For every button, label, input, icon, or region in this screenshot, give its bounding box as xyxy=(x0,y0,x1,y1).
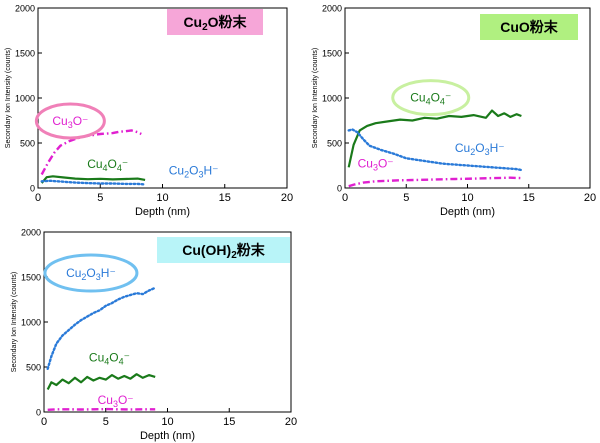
y-tick-label: 1000 xyxy=(21,318,41,328)
x-tick-label: 0 xyxy=(35,192,41,204)
y-tick-label: 1500 xyxy=(322,49,342,59)
sample-badge-label: Cu(OH)2粉末 xyxy=(182,242,266,261)
highlight-ring xyxy=(34,102,106,140)
chart-panel-cuo: 0 500 1000 1500 2000 0 5 10 15 20 Depth (nm) Second… xyxy=(312,4,596,219)
x-axis-label: Depth (nm) xyxy=(135,206,190,218)
x-tick-label: 5 xyxy=(403,192,409,204)
sample-badge-label: CuO粉末 xyxy=(500,19,559,35)
y-tick-label: 2000 xyxy=(21,228,41,238)
series-label-cu3o: Cu3O⁻ xyxy=(358,156,394,172)
y-tick-label: 1500 xyxy=(21,273,41,283)
series-label-cu2o3h: Cu2O3H⁻ xyxy=(66,266,116,282)
x-tick-label: 10 xyxy=(156,192,168,204)
sample-badge xyxy=(480,14,578,40)
y-tick-label: 0 xyxy=(337,184,342,194)
y-tick-label: 0 xyxy=(30,184,35,194)
sample-badge-label: Cu2O粉末 xyxy=(183,14,247,33)
series-label-cu2o3h: Cu2O3H⁻ xyxy=(455,141,505,157)
y-tick-label: 1000 xyxy=(15,94,35,104)
y-tick-label: 500 xyxy=(26,363,41,373)
sample-badge xyxy=(167,9,263,35)
series-line-cu4o4 xyxy=(347,109,522,168)
series-line-cu3o xyxy=(40,129,142,176)
x-tick-label: 0 xyxy=(41,416,47,428)
y-axis-label: Secondary Ion Intensity (counts) xyxy=(11,272,18,372)
series-label-cu4o4: Cu4O4⁻ xyxy=(89,351,130,367)
series-line-cu3o xyxy=(47,407,156,411)
series-line-cu3o xyxy=(348,176,522,188)
series-line-cu2o3h xyxy=(347,128,523,172)
series-line-cu4o4 xyxy=(40,175,146,184)
x-axis-label: Depth (nm) xyxy=(440,206,495,218)
series-label-cu3o: Cu3O⁻ xyxy=(52,114,88,130)
y-tick-label: 1500 xyxy=(15,49,35,59)
x-tick-label: 20 xyxy=(584,192,596,204)
y-tick-label: 0 xyxy=(36,408,41,418)
y-axis-label: Secondary Ion Intensity (counts) xyxy=(5,48,12,148)
x-tick-label: 5 xyxy=(97,192,103,204)
x-tick-label: 10 xyxy=(461,192,473,204)
highlight-ring xyxy=(391,79,471,117)
y-tick-label: 2000 xyxy=(15,4,35,14)
x-tick-label: 5 xyxy=(103,416,109,428)
y-tick-label: 2000 xyxy=(322,4,342,14)
x-tick-label: 10 xyxy=(161,416,173,428)
x-tick-label: 20 xyxy=(281,192,293,204)
x-axis-label: Depth (nm) xyxy=(140,430,195,442)
x-tick-label: 0 xyxy=(342,192,348,204)
y-tick-label: 500 xyxy=(20,139,35,149)
sample-badge xyxy=(157,237,290,263)
series-label-cu4o4: Cu4O4⁻ xyxy=(87,157,128,173)
series-line-cu2o3h xyxy=(40,179,147,186)
chart-panel-cu2o: 0 500 1000 1500 2000 0 5 10 15 20 Depth (nm) Second… xyxy=(5,4,293,219)
series-line-cu4o4 xyxy=(46,373,156,391)
y-axis-label: Secondary Ion Intensity (counts) xyxy=(312,48,319,148)
series-label-cu3o: Cu3O⁻ xyxy=(98,393,134,409)
series-label-cu4o4: Cu4O4⁻ xyxy=(410,91,451,107)
x-tick-label: 15 xyxy=(523,192,535,204)
series-line-cu2o3h xyxy=(46,286,157,370)
x-tick-label: 15 xyxy=(219,192,231,204)
x-tick-label: 20 xyxy=(285,416,297,428)
chart-panel-cuoh2: 0 500 1000 1500 2000 0 5 10 15 20 Depth (nm) Second… xyxy=(11,228,297,443)
plot-frame xyxy=(37,7,288,189)
x-tick-label: 15 xyxy=(223,416,235,428)
series-label-cu2o3h: Cu2O3H⁻ xyxy=(169,164,219,180)
y-tick-label: 1000 xyxy=(322,94,342,104)
y-tick-label: 500 xyxy=(327,139,342,149)
highlight-ring xyxy=(43,253,139,293)
